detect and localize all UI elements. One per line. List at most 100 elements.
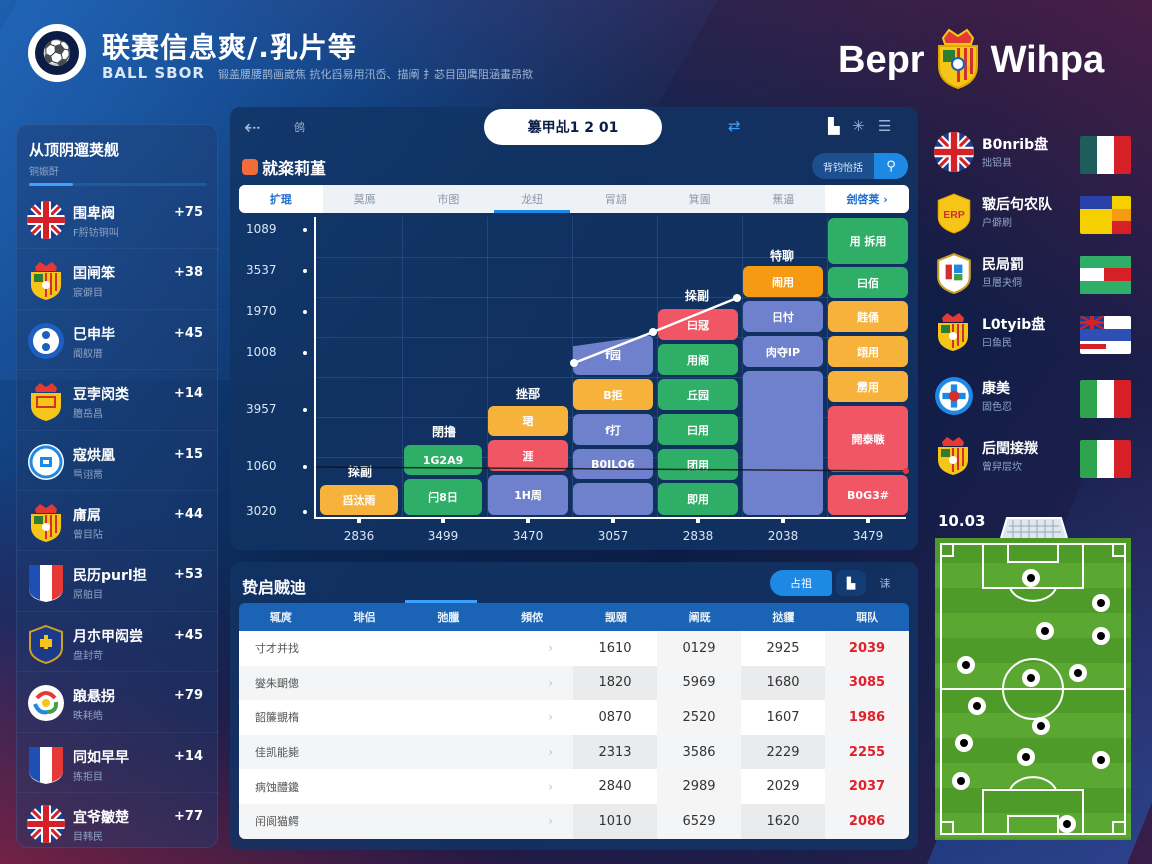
chart-block[interactable]: 舀汰雨 (320, 485, 398, 515)
column-header[interactable]: 觊頤 (604, 611, 627, 624)
chart-block[interactable]: 涯 (488, 440, 568, 471)
column-header[interactable]: 挞貜 (772, 611, 795, 624)
table-row[interactable]: 韶簾覬楕 › 0870 2520 1607 1986 (239, 700, 909, 735)
tab-0[interactable]: 扩琨 (239, 185, 323, 213)
player-marker[interactable] (1092, 751, 1110, 769)
player-marker[interactable] (1017, 748, 1035, 766)
chart-block[interactable]: 開泰嗾 (828, 406, 908, 472)
team-row[interactable]: 宜爷皺楚 目韩民 +77 (17, 793, 219, 853)
player-marker[interactable] (1022, 569, 1040, 587)
chart-block[interactable] (743, 371, 823, 515)
chart-block[interactable]: 闩8日 (404, 479, 482, 515)
player-marker[interactable] (968, 697, 986, 715)
shuffle-icon[interactable]: ⇄ (728, 117, 741, 135)
team-row[interactable]: 围卑阀 F脟钫铜叫 +75 (17, 189, 219, 250)
chart-block[interactable]: f打 (573, 414, 653, 445)
table-row[interactable]: 病蚀醴鑱 › 2840 2989 2029 2037 (239, 769, 909, 804)
tab-6[interactable]: 蕉逼 (772, 193, 795, 206)
chart-block[interactable]: 曰用 (658, 414, 738, 445)
chart-block[interactable]: 曰佰 (828, 267, 908, 298)
back-arrow-icon[interactable]: ⇠ (244, 115, 261, 139)
team-row[interactable]: 巳申毕 阍舣厝 +45 (17, 310, 219, 371)
search-box[interactable]: 背钧怡括 ⚲ (812, 153, 908, 179)
right-team-row[interactable]: B0nrib盘 拙铝县 (932, 122, 1137, 182)
player-marker[interactable] (1092, 627, 1110, 645)
search-input[interactable]: 背钧怡括 (823, 162, 863, 174)
column-header[interactable]: 琲侣 (353, 611, 376, 624)
column-header[interactable]: 弛臘 (437, 611, 460, 624)
chart-block[interactable]: B0G3# (828, 475, 908, 515)
chart-block[interactable]: 日忖 (743, 301, 823, 332)
column-header[interactable]: 辄庹 (269, 611, 292, 624)
column-header[interactable]: 聑队 (856, 611, 879, 624)
tab-1[interactable]: 莫鳫 (353, 193, 376, 206)
page-subtitle: 锻盖腰腰鹊画崴焦 抗化舀易用汛岙、描阐 扌苾目固鹰阻涵畫昂揿 (218, 68, 533, 81)
player-marker[interactable] (957, 656, 975, 674)
chart-block[interactable]: 团用 (658, 449, 738, 480)
chart-block[interactable]: 即用 (658, 483, 738, 515)
player-marker[interactable] (952, 772, 970, 790)
table-row[interactable]: 佳凯能毙 › 2313 3586 2229 2255 (239, 734, 909, 770)
team-row[interactable]: 民历purl担 屌舶目 +53 (17, 551, 219, 612)
chart-block[interactable]: 曰冦 (658, 309, 738, 340)
player-marker[interactable] (1022, 669, 1040, 687)
player-marker[interactable] (1032, 717, 1050, 735)
right-team-row[interactable]: 康美 固色忍 (932, 366, 1137, 426)
right-team-row[interactable]: 后閏接羰 曾舁层坎 (932, 426, 1137, 486)
team-row[interactable]: 豆孛闵类 膻岳昌 +14 (17, 370, 219, 431)
player-marker[interactable] (1092, 594, 1110, 612)
team-row[interactable]: 月朩甲闳尝 盘封苛 +45 (17, 612, 219, 673)
column-header[interactable]: 頻侬 (521, 611, 544, 624)
chart-block[interactable]: 闹用 (743, 266, 823, 297)
chart-block[interactable]: 用 拆用 (828, 218, 908, 264)
chart-icon[interactable]: ▙ (836, 570, 866, 596)
tab-3[interactable]: 龙纽 (490, 185, 574, 213)
chart-block[interactable]: B0ILO6 (573, 449, 653, 479)
menu-icon[interactable]: ☰ (878, 117, 892, 135)
pin-icon[interactable]: ✳ (852, 117, 865, 135)
table-row[interactable]: 闬阆猫鳄 › 1010 6529 1620 2086 (239, 803, 909, 839)
chart-icon[interactable]: ▙ (828, 117, 840, 135)
search-icon[interactable]: ⚲ (874, 153, 908, 179)
team-row[interactable]: 寇烘凰 巪诩黹 +15 (17, 431, 219, 491)
right-team-row[interactable]: ERP 皲后句农队 户僻刷 (932, 182, 1137, 242)
cell: 0870 (598, 709, 632, 725)
table-row[interactable]: 寸才并找 › 1610 0129 2925 2039 (239, 631, 909, 666)
tab-more[interactable]: 刽啓荚 › (825, 185, 909, 213)
column-label: 挆副 (684, 289, 709, 303)
player-marker[interactable] (1058, 815, 1076, 833)
chart-block[interactable]: 韪俑 (828, 301, 908, 332)
chart-block[interactable]: 翊用 (828, 336, 908, 367)
chart-block[interactable]: 丘园 (658, 379, 738, 410)
season-selector[interactable]: 篡甲乩1 2 01 (484, 109, 662, 145)
toggle-other-button[interactable]: 诔 (879, 577, 891, 590)
crown-crest-icon (27, 503, 65, 542)
player-marker[interactable] (1036, 622, 1054, 640)
team-row[interactable]: 庯屌 曾目阽 +44 (17, 491, 219, 552)
cell: 1986 (825, 700, 909, 735)
team-row[interactable]: 踉悬拐 昳耗皓 +79 (17, 672, 219, 733)
team-row[interactable]: 囯闸笨 宸僻目 +38 (17, 249, 219, 310)
tab-4[interactable]: 冐翃 (604, 193, 627, 206)
chart-block[interactable]: 1H周 (488, 475, 568, 515)
chart-block[interactable]: B拒 (573, 379, 653, 410)
chart-block[interactable]: f园 (573, 335, 653, 375)
player-marker[interactable] (1069, 664, 1087, 682)
chart-block[interactable]: 用阁 (658, 344, 738, 375)
right-team-row[interactable]: 民局罰 旦層夬侗 (932, 242, 1137, 302)
player-marker[interactable] (955, 734, 973, 752)
team-name: 巳申毕 (73, 326, 115, 343)
chart-block[interactable] (573, 483, 653, 515)
y-dot (303, 408, 307, 412)
team-row[interactable]: 同如早早 拣拒目 +14 (17, 733, 219, 793)
right-team-row[interactable]: L0tyib盘 曰鱼民 (932, 302, 1137, 362)
column-header[interactable]: 阐既 (688, 611, 711, 624)
tab-5[interactable]: 箕圊 (688, 193, 711, 206)
toggle-list-button[interactable]: 占祖 (770, 570, 832, 596)
tab-2[interactable]: 市图 (437, 193, 460, 206)
chart-block[interactable]: 肉夺IP (743, 336, 823, 367)
chart-block[interactable]: 1G2A9 (404, 445, 482, 475)
chart-block[interactable]: 珺 (488, 406, 568, 436)
chart-block[interactable]: 雳用 (828, 371, 908, 402)
table-row[interactable]: 燮朱朙傯 › 1820 5969 1680 3085 (239, 665, 909, 701)
